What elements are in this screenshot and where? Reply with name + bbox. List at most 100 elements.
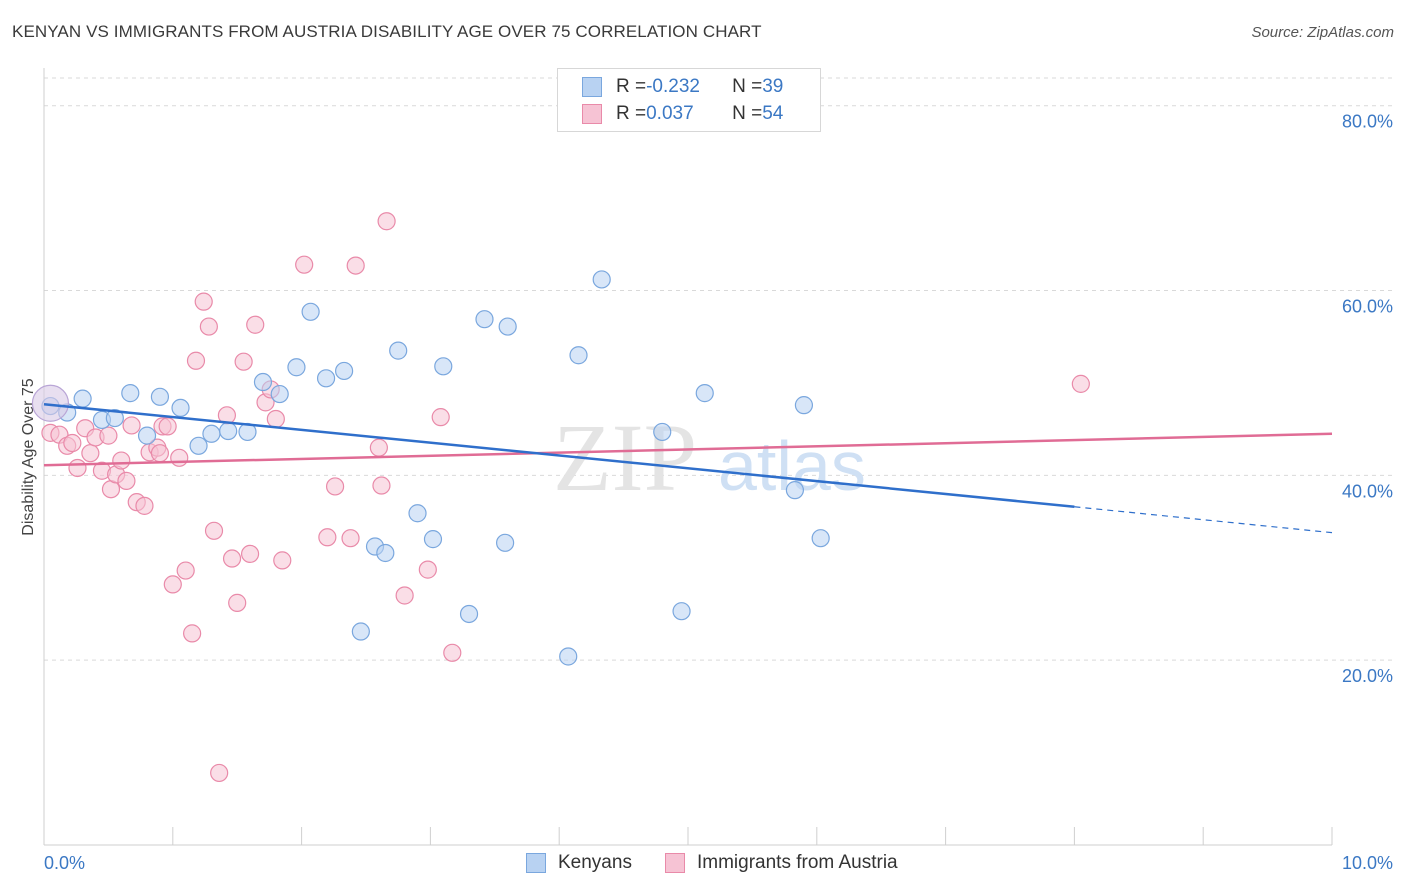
data-point: [202, 424, 221, 443]
series-kenyans: [31, 270, 830, 666]
data-point: [395, 586, 414, 605]
data-point: [695, 384, 714, 403]
x-ticks: [43, 827, 1333, 845]
legend-n-value: 39: [762, 76, 784, 97]
data-point: [389, 341, 408, 360]
series-legend-austria[interactable]: Immigrants from Austria: [665, 852, 898, 874]
data-point: [325, 477, 345, 496]
data-point: [176, 561, 195, 580]
data-point: [592, 270, 611, 289]
chart-title: KENYAN VS IMMIGRANTS FROM AUSTRIA DISABI…: [12, 22, 762, 41]
trend-line-kenyans: [43, 402, 1075, 509]
data-point: [222, 549, 242, 568]
data-point: [434, 357, 453, 376]
data-point: [372, 476, 391, 495]
data-point: [351, 622, 370, 641]
data-point: [785, 481, 805, 500]
data-point: [170, 448, 189, 467]
data-point: [105, 408, 124, 428]
data-point: [318, 528, 337, 547]
data-point: [228, 593, 247, 612]
data-point: [189, 436, 208, 455]
data-point: [150, 444, 170, 463]
data-point: [475, 310, 494, 329]
data-point: [194, 292, 213, 311]
legend-r-label: R =: [616, 76, 647, 97]
trend-lines: [43, 402, 1333, 534]
data-point: [672, 602, 691, 621]
data-point: [459, 604, 479, 624]
legend-row-kenyans: R = -0.232 N = 39: [582, 75, 783, 99]
data-point: [112, 451, 131, 470]
data-point: [210, 763, 229, 783]
data-point: [117, 471, 136, 491]
data-point: [1071, 374, 1090, 393]
legend-r-value: -0.232: [646, 76, 700, 97]
series-legend-label: Immigrants from Austria: [697, 852, 898, 873]
legend-swatch-blue: [582, 77, 602, 97]
watermark: ZIP atlas: [553, 404, 866, 511]
data-point: [301, 302, 320, 321]
legend-r-label: R =: [616, 103, 647, 124]
trend-line-austria: [43, 432, 1333, 467]
data-point: [81, 444, 100, 463]
data-point: [234, 352, 253, 371]
series-legend-label: Kenyans: [558, 852, 632, 873]
y-tick-label: 80.0%: [1342, 112, 1393, 132]
data-point: [240, 544, 260, 564]
data-point: [121, 384, 140, 403]
data-point: [68, 458, 87, 478]
data-point: [270, 384, 289, 404]
data-point: [335, 361, 354, 381]
data-point: [498, 317, 517, 336]
correlation-legend: R = -0.232 N = 39 R = 0.037 N = 54: [557, 68, 821, 132]
data-point: [653, 422, 672, 442]
series-legend: Kenyans Immigrants from Austria: [0, 852, 1406, 878]
data-point: [266, 409, 285, 429]
legend-swatch-blue: [526, 853, 546, 873]
data-point: [569, 346, 588, 365]
data-point: [423, 530, 443, 549]
legend-n-label: N =: [732, 76, 763, 97]
data-point: [377, 212, 396, 231]
y-tick-labels: 20.0% 40.0% 60.0% 80.0%: [1342, 112, 1393, 686]
data-point: [219, 421, 238, 441]
legend-row-austria: R = 0.037 N = 54: [582, 102, 783, 126]
legend-n-value: 54: [762, 103, 784, 124]
data-point: [253, 372, 273, 392]
data-point: [369, 438, 388, 457]
data-point: [135, 496, 154, 515]
data-point-cluster: [31, 384, 70, 422]
data-point: [73, 389, 92, 408]
data-point: [496, 533, 515, 552]
data-point: [163, 575, 182, 594]
legend-swatch-pink: [582, 104, 602, 124]
y-tick-label: 60.0%: [1342, 297, 1393, 317]
data-point: [204, 521, 224, 540]
y-tick-label: 40.0%: [1342, 481, 1393, 501]
data-point: [287, 358, 306, 377]
data-point: [443, 643, 462, 662]
data-point: [295, 255, 314, 274]
data-point: [186, 351, 206, 370]
data-point: [346, 256, 365, 275]
x-tick-label-max: 10.0%: [1342, 853, 1393, 873]
y-tick-label: 20.0%: [1342, 666, 1393, 686]
data-point: [199, 317, 218, 336]
data-point: [122, 416, 141, 435]
legend-n-label: N =: [732, 103, 763, 124]
x-tick-label-min: 0.0%: [44, 853, 85, 873]
data-point: [150, 387, 170, 406]
data-point: [376, 543, 395, 563]
legend-r-value: 0.037: [646, 103, 694, 124]
data-point: [137, 426, 157, 445]
series-legend-kenyans[interactable]: Kenyans: [526, 852, 632, 874]
data-point: [171, 398, 190, 418]
data-point: [99, 426, 118, 445]
data-point: [63, 433, 82, 453]
data-point: [559, 647, 578, 666]
data-point: [418, 560, 437, 579]
data-point: [408, 504, 427, 523]
series-immigrants-from-austria: [41, 212, 1090, 783]
